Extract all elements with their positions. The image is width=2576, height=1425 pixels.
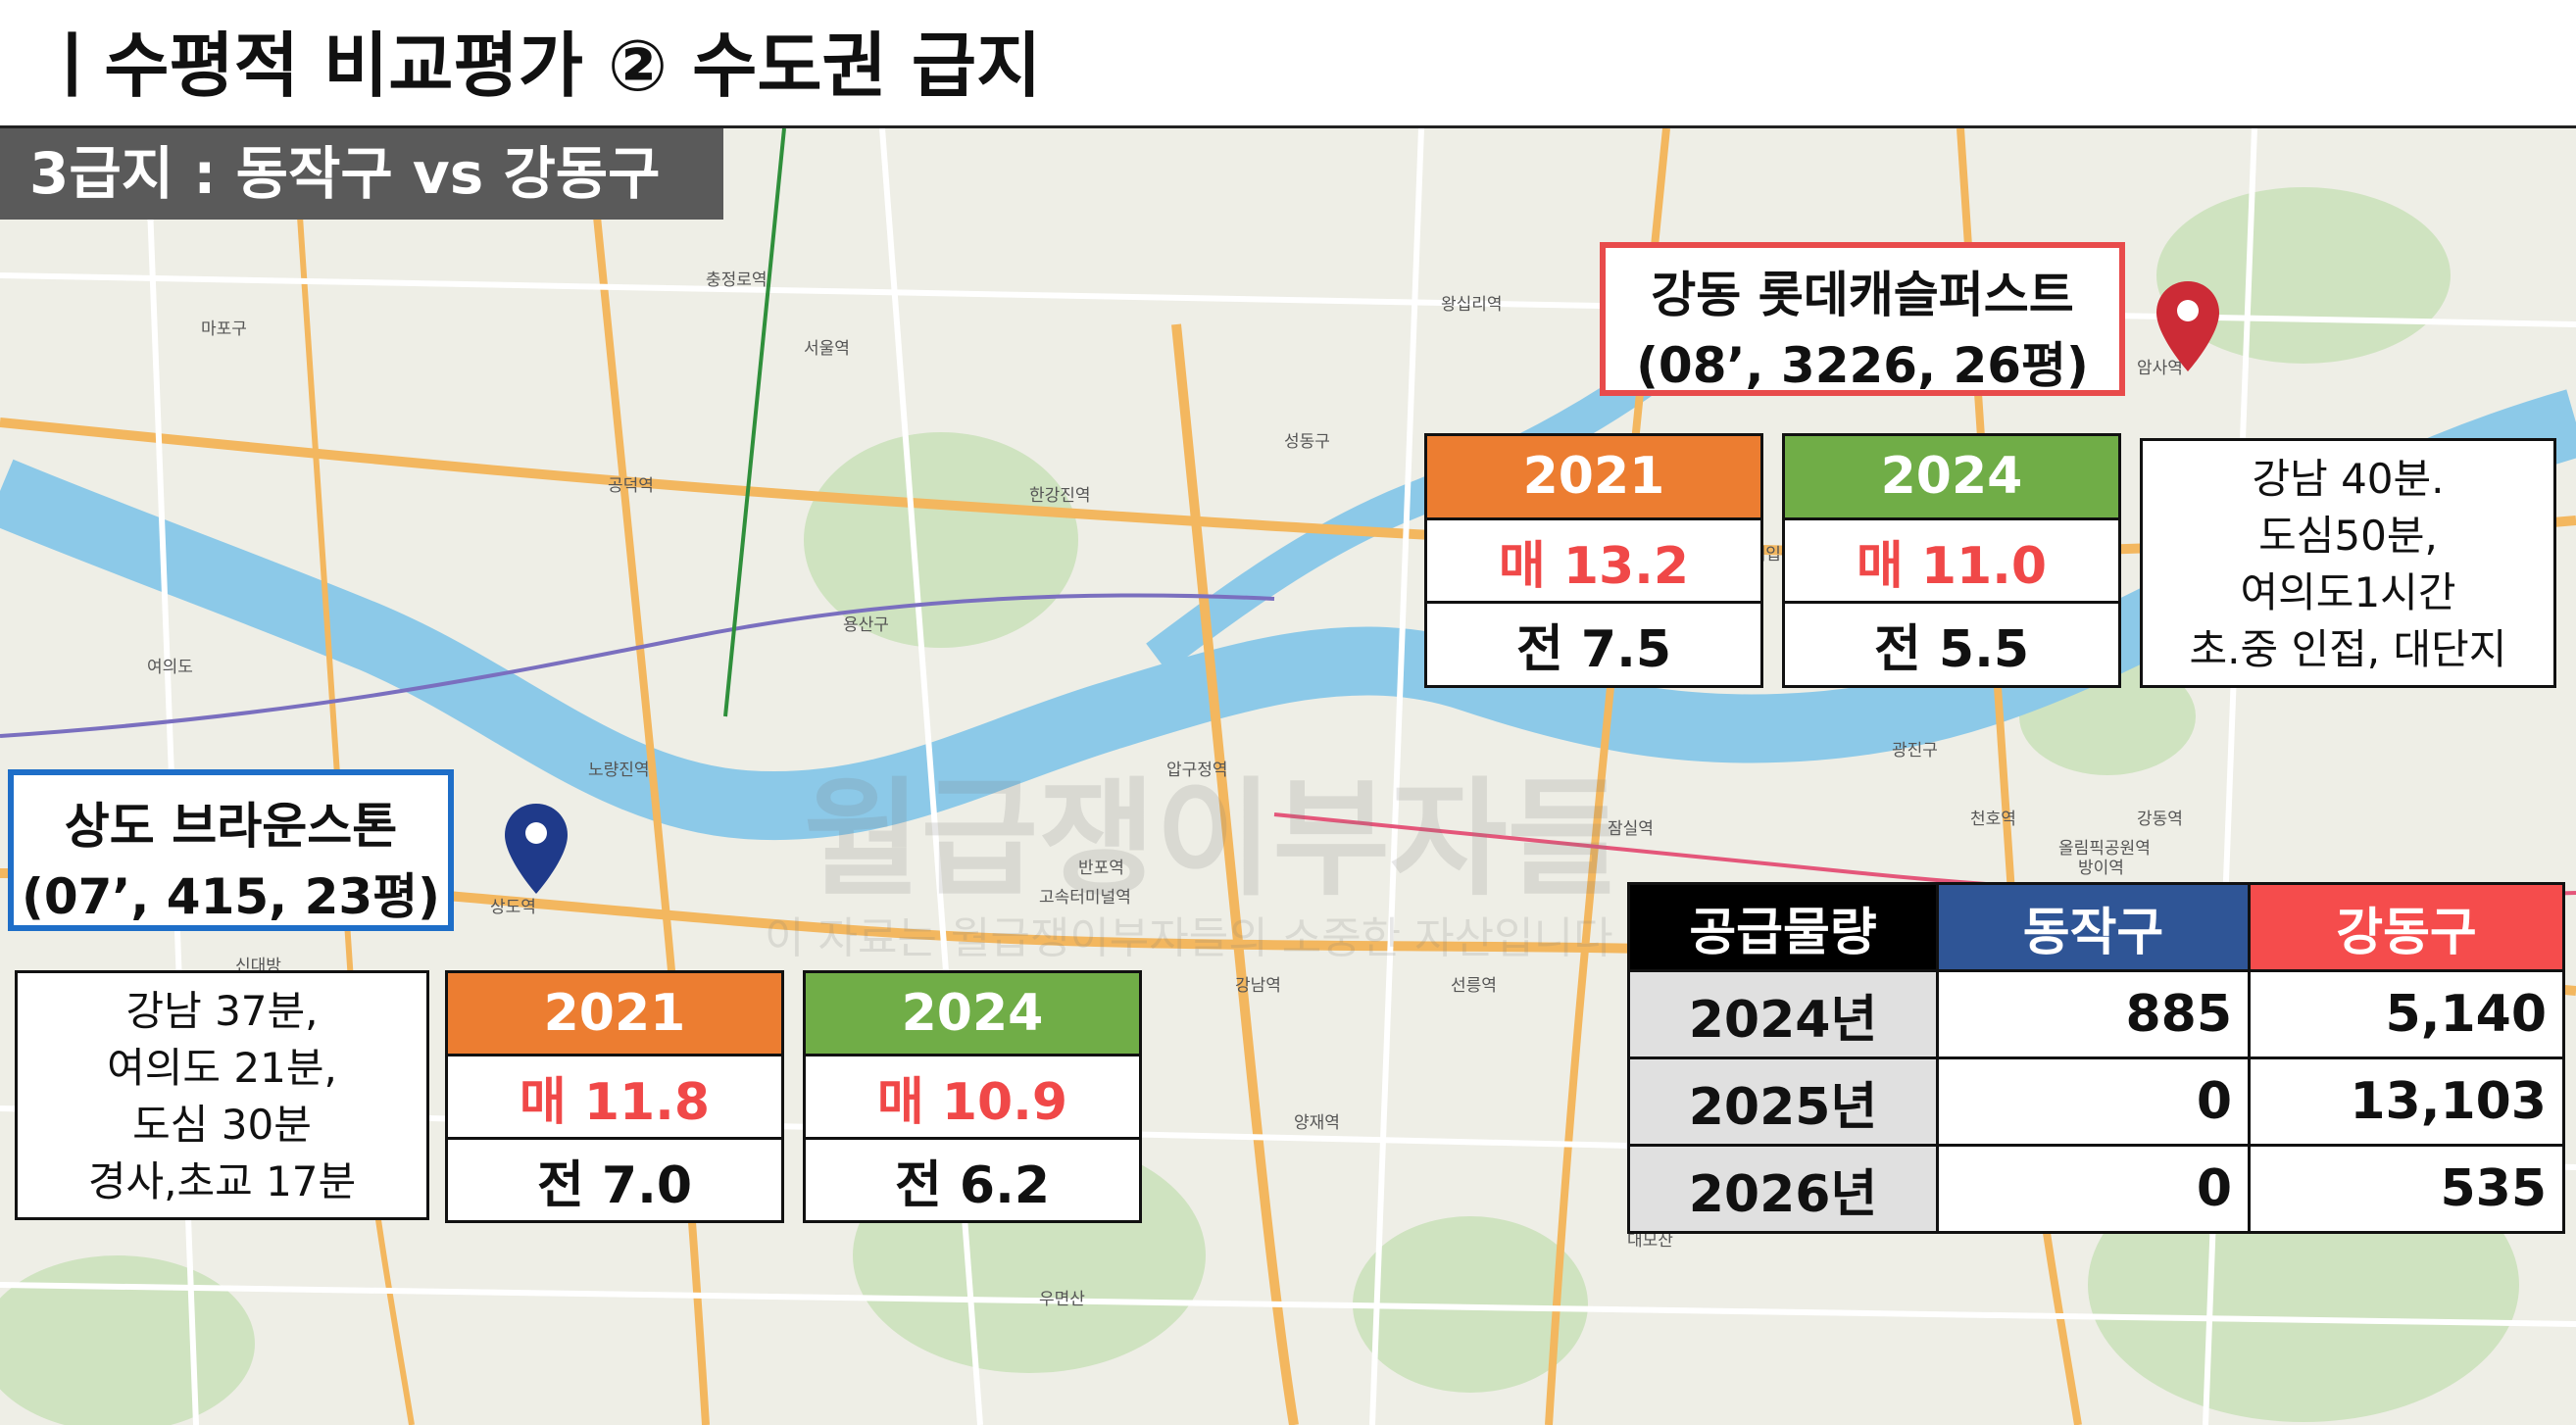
map-pin-blue-icon[interactable]	[505, 804, 568, 894]
sale-price: 매 11.0	[1785, 516, 2118, 602]
section-subtitle: 3급지 : 동작구 vs 강동구	[0, 128, 723, 220]
dongjak-price-2024: 2024 매 10.9 전 6.2	[803, 970, 1142, 1223]
map-label: 공덕역	[608, 476, 654, 496]
map-label: 우면산	[1039, 1290, 1085, 1309]
gangdong-price-2021: 2021 매 13.2 전 7.5	[1424, 433, 1763, 688]
table-row: 2024년 885 5,140	[1627, 969, 2565, 1059]
map-label: 선릉역	[1451, 976, 1497, 996]
page-title: ㅣ수평적 비교평가 ② 수도권 급지	[39, 25, 1042, 107]
gangdong-apartment-callout: 강동 롯데캐슬퍼스트 (08’, 3226, 26평)	[1600, 242, 2125, 396]
note-line: 경사,초교 17분	[87, 1157, 357, 1205]
year-cell: 2026년	[1627, 1144, 1939, 1234]
map-label: 올림픽공원역	[2058, 839, 2151, 859]
dongjak-apartment-info: (07’, 415, 23평)	[21, 868, 441, 925]
jeonse-price: 전 7.5	[1427, 601, 1760, 685]
note-line: 강남 37분,	[125, 987, 319, 1035]
table-row: 2025년 0 13,103	[1627, 1056, 2565, 1147]
dongjak-value: 885	[1936, 969, 2251, 1059]
jeonse-price: 전 7.0	[448, 1137, 781, 1220]
map-label: 광진구	[1892, 741, 1938, 761]
gangdong-commute-note: 강남 40분. 도심50분, 여의도1시간 초.중 인접, 대단지	[2140, 438, 2556, 688]
note-line: 도심50분,	[2258, 512, 2438, 560]
map-label: 충정로역	[706, 270, 768, 290]
map-label: 상도역	[490, 898, 536, 917]
year-cell: 2024년	[1627, 969, 1939, 1059]
supply-table: 공급물량 동작구 강동구 2024년 885 5,140 2025년 0 13,…	[1627, 882, 2565, 1234]
sale-price: 매 13.2	[1427, 516, 1760, 602]
dongjak-value: 0	[1936, 1144, 2251, 1234]
map-pin-red-icon[interactable]	[2156, 281, 2219, 371]
watermark-subtext: 이 자료는 월급쟁이부자들의 소중한 자산입니다	[765, 913, 1613, 963]
map-label: 반포역	[1078, 859, 1124, 878]
map-label: 잠실역	[1608, 819, 1654, 839]
map-label: 노량진역	[588, 761, 650, 780]
map-label: 양재역	[1294, 1113, 1340, 1133]
watermark: 월급쟁이부자들	[804, 764, 1625, 913]
map-label: 서울역	[804, 339, 850, 359]
gangdong-value: 5,140	[2248, 969, 2565, 1059]
dongjak-header: 동작구	[1936, 882, 2251, 972]
map-label: 왕십리역	[1441, 295, 1503, 315]
note-line: 여의도 21분,	[107, 1044, 337, 1092]
year-header: 2021	[1427, 436, 1760, 517]
map-label: 암사역	[2137, 359, 2183, 378]
gangdong-value: 535	[2248, 1144, 2565, 1234]
sale-price: 매 10.9	[806, 1054, 1139, 1137]
map-label: 강동역	[2137, 810, 2183, 829]
year-header: 2024	[806, 973, 1139, 1054]
gangdong-apartment-info: (08’, 3226, 26평)	[1636, 337, 2089, 394]
jeonse-price: 전 6.2	[806, 1137, 1139, 1220]
note-line: 초.중 인접, 대단지	[2189, 625, 2507, 673]
map-label: 압구정역	[1166, 761, 1228, 780]
sale-price: 매 11.8	[448, 1054, 781, 1137]
map-label: 여의도	[147, 658, 193, 677]
dongjak-value: 0	[1936, 1056, 2251, 1147]
dongjak-apartment-name: 상도 브라운스톤	[64, 798, 398, 855]
map-label: 용산구	[843, 615, 889, 635]
map-label: 성동구	[1284, 432, 1330, 452]
map-label: 강남역	[1235, 976, 1281, 996]
jeonse-price: 전 5.5	[1785, 601, 2118, 685]
dongjak-apartment-callout: 상도 브라운스톤 (07’, 415, 23평)	[8, 769, 454, 931]
gangdong-value: 13,103	[2248, 1056, 2565, 1147]
gangdong-price-2024: 2024 매 11.0 전 5.5	[1782, 433, 2121, 688]
gangdong-apartment-name: 강동 롯데캐슬퍼스트	[1651, 267, 2074, 323]
map-label: 대모산	[1627, 1231, 1673, 1251]
map-label: 고속터미널역	[1039, 888, 1131, 908]
note-line: 도심 30분	[132, 1101, 312, 1149]
map-label: 마포구	[201, 319, 247, 339]
supply-header: 공급물량	[1627, 882, 1939, 972]
table-row: 2026년 0 535	[1627, 1144, 2565, 1234]
dongjak-commute-note: 강남 37분, 여의도 21분, 도심 30분 경사,초교 17분	[15, 970, 429, 1220]
gangdong-header: 강동구	[2248, 882, 2565, 972]
note-line: 여의도1시간	[2240, 568, 2456, 616]
map-label: 한강진역	[1029, 486, 1091, 506]
note-line: 강남 40분.	[2252, 455, 2445, 503]
map-label: 천호역	[1970, 810, 2016, 829]
title-divider	[0, 125, 2576, 128]
year-cell: 2025년	[1627, 1056, 1939, 1147]
year-header: 2021	[448, 973, 781, 1054]
supply-table-header-row: 공급물량 동작구 강동구	[1627, 882, 2565, 972]
year-header: 2024	[1785, 436, 2118, 517]
map-label: 방이역	[2078, 859, 2124, 878]
dongjak-price-2021: 2021 매 11.8 전 7.0	[445, 970, 784, 1223]
